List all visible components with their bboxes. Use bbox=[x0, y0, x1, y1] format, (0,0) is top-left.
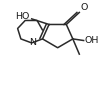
Text: O: O bbox=[80, 3, 88, 12]
Text: OH: OH bbox=[85, 36, 99, 45]
Text: HO: HO bbox=[15, 12, 30, 21]
Text: N: N bbox=[29, 38, 36, 47]
